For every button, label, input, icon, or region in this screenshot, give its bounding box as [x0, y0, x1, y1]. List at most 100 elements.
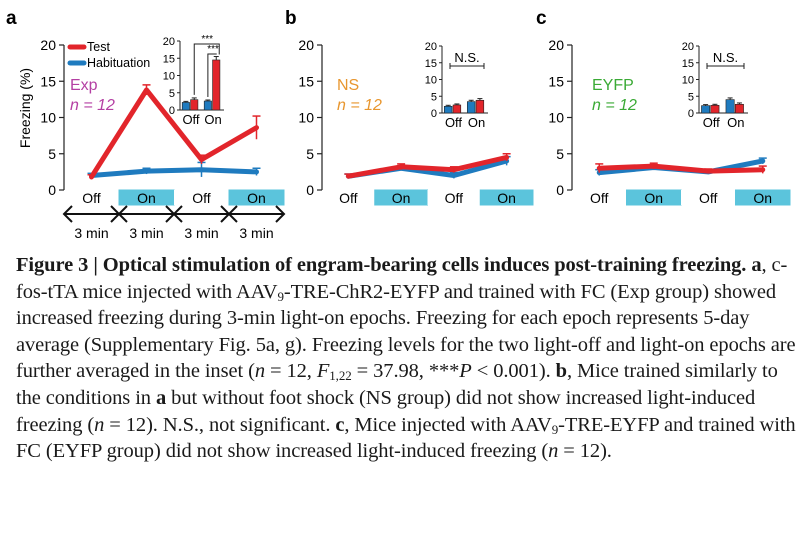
- test-series-line: [89, 87, 259, 180]
- caption-a-text-5: < 0.001).: [471, 360, 556, 383]
- caption-title: Optical stimulation of engram-bearing ce…: [102, 254, 747, 276]
- panel-a-y-axis: 0 5 10 15 20: [40, 37, 65, 198]
- legend-test-label: Test: [87, 40, 110, 54]
- y-tick-label: 15: [40, 73, 56, 89]
- inset-y-tick-label: 15: [163, 53, 175, 65]
- inset-bar-habituation: [701, 105, 711, 114]
- epoch-label: On: [247, 190, 266, 206]
- caption-a-p: P: [459, 360, 472, 383]
- panel-c-lines: [595, 157, 767, 176]
- duration-label: 3 min: [129, 225, 163, 241]
- panel-a-epoch-durations: 3 min 3 min 3 min 3 min: [62, 205, 286, 241]
- panel-c-letter: c: [536, 8, 547, 29]
- inset-y-tick-label: 10: [682, 75, 694, 87]
- y-tick-label: 0: [306, 182, 314, 198]
- significance-bracket: [207, 53, 217, 97]
- light-off-band: [322, 190, 375, 205]
- caption-c-text-3: = 12).: [558, 440, 612, 463]
- light-off-band: [64, 190, 119, 205]
- light-off-band: [174, 190, 229, 205]
- habituation-series-line: [89, 167, 259, 178]
- caption-c-n: n: [548, 440, 559, 463]
- y-tick-label: 15: [298, 73, 314, 89]
- epoch-label: On: [753, 190, 772, 206]
- panel-a-ylabel: Freezing (%): [17, 68, 33, 148]
- caption-c-text-2: -TRE-EYFP and trained with FC (EYFP grou…: [16, 413, 796, 463]
- inset-category-label: On: [468, 115, 485, 130]
- panel-b-n-label: n = 12: [337, 97, 382, 114]
- inset-category-label: On: [204, 112, 221, 127]
- panel-c-epoch-bands: Off On Off On: [572, 189, 791, 206]
- figure-caption: Figure 3 | Optical stimulation of engram…: [16, 252, 798, 465]
- light-on-band: [735, 189, 791, 206]
- inset-bar-habituation: [181, 102, 190, 111]
- caption-a-text: , c-fos-tTA mice injected with AAV: [16, 254, 788, 303]
- inset-bar-habituation: [443, 106, 453, 114]
- panel-b-inset: 0 5 10 15 20 Off On N.S.: [425, 41, 488, 130]
- caption-a-f: F: [316, 360, 330, 383]
- panel-b-letter: b: [285, 8, 297, 29]
- light-off-band: [427, 190, 481, 205]
- epoch-label: Off: [445, 190, 464, 206]
- caption-figure-label: Figure 3: [16, 254, 89, 276]
- duration-label: 3 min: [239, 225, 273, 241]
- ns-label: N.S.: [713, 50, 738, 65]
- y-tick-label: 20: [548, 37, 564, 53]
- panel-b-y-axis: 0 5 10 15 20: [298, 37, 323, 198]
- panel-a-epoch-bands: Off On Off On: [64, 189, 285, 206]
- y-tick-label: 0: [556, 182, 564, 198]
- panel-b: b 0 5 10 15 20 Off On Off On NS n = 12 0 5 10 15 20…: [285, 8, 534, 206]
- inset-bar-test: [190, 99, 199, 111]
- caption-a-label: a: [751, 254, 762, 276]
- inset-y-tick-label: 5: [169, 88, 175, 100]
- inset-bar-habituation: [203, 100, 212, 111]
- caption-c-text: , Mice injected with AAV: [344, 413, 552, 436]
- inset-y-tick-label: 20: [425, 41, 437, 53]
- test-series-line: [596, 163, 766, 174]
- inset-y-tick-label: 10: [425, 75, 437, 87]
- inset-bar-habituation: [466, 101, 476, 114]
- y-tick-label: 10: [548, 110, 564, 126]
- inset-bar-test: [734, 103, 744, 114]
- inset-bar-test: [452, 104, 462, 114]
- inset-y-tick-label: 15: [425, 58, 437, 70]
- caption-separator: |: [93, 254, 98, 276]
- inset-category-label: On: [727, 115, 744, 130]
- figure-3-charts: a 0 5 10 15 20 Freezing (%) Off On Off On Test …: [6, 8, 791, 241]
- epoch-label: On: [137, 190, 156, 206]
- panel-a-lines: [87, 84, 261, 180]
- caption-a-f-subscript: 1,22: [329, 368, 352, 384]
- ns-label: N.S.: [454, 50, 479, 65]
- panel-b-lines: [344, 153, 511, 179]
- test-series-line: [345, 154, 510, 179]
- y-tick-label: 0: [48, 182, 56, 198]
- significance-bracket: [193, 43, 220, 95]
- light-off-band: [572, 190, 627, 205]
- inset-category-label: Off: [182, 112, 199, 127]
- inset-bar-habituation: [725, 99, 735, 114]
- y-tick-label: 5: [48, 146, 56, 162]
- panel-a-legend: Test Habituation: [67, 40, 150, 70]
- inset-y-tick-label: 0: [688, 108, 694, 120]
- light-on-band: [479, 189, 534, 206]
- inset-y-tick-label: 20: [682, 41, 694, 53]
- caption-b-n: n: [94, 413, 105, 436]
- inset-bar-test: [710, 104, 720, 114]
- panel-c-n-label: n = 12: [592, 97, 637, 114]
- caption-a-text-4: = 37.98, ***: [351, 360, 460, 383]
- caption-b-text: , Mice trained similarly to the conditio…: [16, 360, 778, 409]
- y-tick-label: 10: [40, 110, 56, 126]
- y-tick-label: 5: [306, 146, 314, 162]
- inset-y-tick-label: 0: [431, 108, 437, 120]
- epoch-label: Off: [192, 190, 211, 206]
- inset-y-tick-label: 10: [163, 71, 175, 83]
- y-tick-label: 20: [298, 37, 314, 53]
- panel-b-group-label: NS: [337, 77, 359, 94]
- epoch-label: On: [644, 190, 663, 206]
- inset-bar-test: [475, 99, 485, 114]
- panel-c-inset: 0 5 10 15 20 Off On N.S.: [682, 41, 748, 130]
- caption-a-text-2: -TRE-ChR2-EYFP and trained with FC (Exp …: [16, 280, 796, 383]
- inset-bar-test: [212, 59, 221, 111]
- epoch-label: Off: [339, 190, 358, 206]
- light-on-band: [228, 189, 285, 206]
